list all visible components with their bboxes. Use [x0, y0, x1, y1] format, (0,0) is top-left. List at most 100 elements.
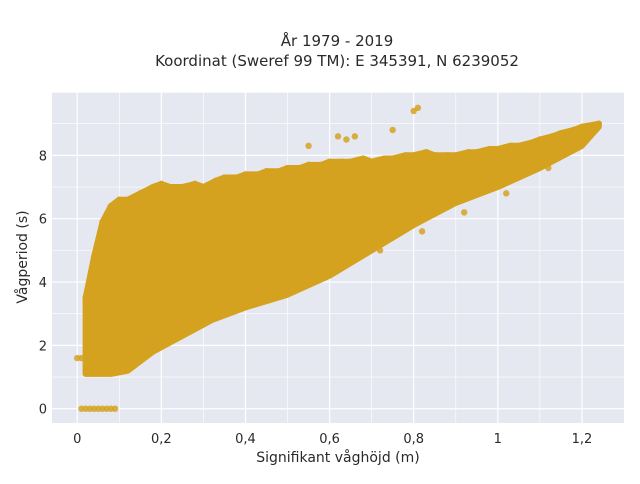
- data-point: [339, 158, 346, 165]
- data-point: [90, 253, 98, 260]
- x-tick-label: 0: [73, 432, 81, 447]
- data-point: [86, 342, 94, 349]
- data-point: [153, 335, 161, 343]
- data-point: [368, 158, 375, 165]
- data-point: [95, 364, 102, 371]
- data-point: [305, 142, 312, 150]
- x-tick-label: 0,2: [151, 432, 172, 447]
- data-point: [179, 183, 186, 191]
- x-tick-label: 0,4: [235, 432, 256, 447]
- x-tick-label: 0,6: [319, 432, 340, 447]
- data-point: [389, 126, 396, 134]
- data-point: [82, 367, 89, 374]
- data-point: [158, 180, 165, 188]
- data-point: [519, 161, 527, 169]
- y-tick-label: 4: [39, 276, 47, 291]
- data-point: [402, 152, 409, 159]
- data-point: [414, 104, 422, 112]
- data-point: [389, 155, 396, 162]
- data-point: [507, 142, 514, 150]
- data-point: [246, 297, 253, 305]
- data-point: [473, 148, 480, 156]
- data-point: [145, 272, 152, 279]
- data-point: [137, 190, 144, 197]
- data-point: [284, 164, 291, 172]
- x-tick-label: 1: [494, 432, 502, 447]
- ticks-layer: 0 0,2 0,4 0,6 0,8 1 1,2 0 2 4 6 8: [39, 149, 593, 447]
- data-point: [545, 164, 552, 172]
- data-point: [305, 161, 312, 169]
- data-point: [212, 177, 220, 184]
- x-tick-label: 1,2: [572, 432, 593, 447]
- data-point: [334, 263, 342, 270]
- data-point: [271, 218, 279, 226]
- y-tick-label: 2: [39, 339, 47, 354]
- data-point: [107, 202, 115, 210]
- data-point: [191, 180, 199, 188]
- data-point: [578, 123, 586, 131]
- data-point: [221, 174, 228, 181]
- data-point: [200, 183, 207, 191]
- data-point: [254, 171, 262, 178]
- data-point: [351, 133, 359, 140]
- data-point: [317, 161, 325, 169]
- data-point: [444, 152, 451, 159]
- data-point: [275, 167, 283, 175]
- data-point: [410, 152, 417, 159]
- data-point: [334, 133, 342, 140]
- data-point: [90, 304, 98, 311]
- x-tick-label: 0,8: [403, 432, 424, 447]
- data-point: [116, 196, 123, 203]
- data-point: [477, 171, 485, 178]
- data-point: [174, 256, 182, 264]
- data-point: [452, 152, 459, 159]
- data-point: [263, 167, 270, 175]
- data-point: [326, 158, 333, 165]
- data-point: [486, 145, 493, 153]
- data-point: [494, 145, 502, 153]
- data-point: [103, 316, 110, 324]
- data-point: [309, 205, 316, 213]
- data-point: [381, 155, 388, 162]
- data-point: [561, 148, 569, 156]
- data-point: [166, 183, 173, 191]
- data-point: [431, 152, 438, 159]
- chart-title-line-2: Koordinat (Sweref 99 TM): E 345391, N 62…: [155, 52, 519, 70]
- data-point-zero: [111, 405, 119, 412]
- data-point: [360, 155, 367, 162]
- data-point: [423, 148, 430, 156]
- data-point: [503, 190, 510, 197]
- data-point: [557, 129, 565, 137]
- data-point: [292, 278, 300, 286]
- data-point: [351, 193, 359, 200]
- data-point: [515, 142, 523, 150]
- data-point: [120, 294, 127, 302]
- data-point: [82, 294, 89, 302]
- data-point: [595, 120, 602, 127]
- data-point: [204, 244, 211, 251]
- data-point: [435, 177, 443, 184]
- y-tick-label: 8: [39, 149, 47, 164]
- y-tick-label: 6: [39, 213, 47, 228]
- data-point: [99, 218, 106, 226]
- data-point: [74, 354, 81, 362]
- data-point: [233, 174, 241, 181]
- data-point: [347, 158, 354, 165]
- points-layer: [74, 104, 602, 412]
- data-point: [418, 228, 426, 235]
- data-point: [343, 136, 350, 143]
- data-point: [238, 231, 245, 238]
- data-point: [460, 209, 468, 216]
- data-point: [376, 247, 384, 254]
- data-point: [183, 323, 190, 330]
- data-point: [242, 171, 249, 178]
- data-point: [536, 136, 544, 143]
- data-point: [296, 164, 304, 172]
- x-axis-title: Signifikant våghöjd (m): [256, 449, 419, 466]
- chart-title-line-1: År 1979 - 2019: [281, 31, 394, 50]
- data-point: [124, 196, 131, 203]
- data-point: [393, 183, 401, 191]
- data-point: [111, 358, 119, 365]
